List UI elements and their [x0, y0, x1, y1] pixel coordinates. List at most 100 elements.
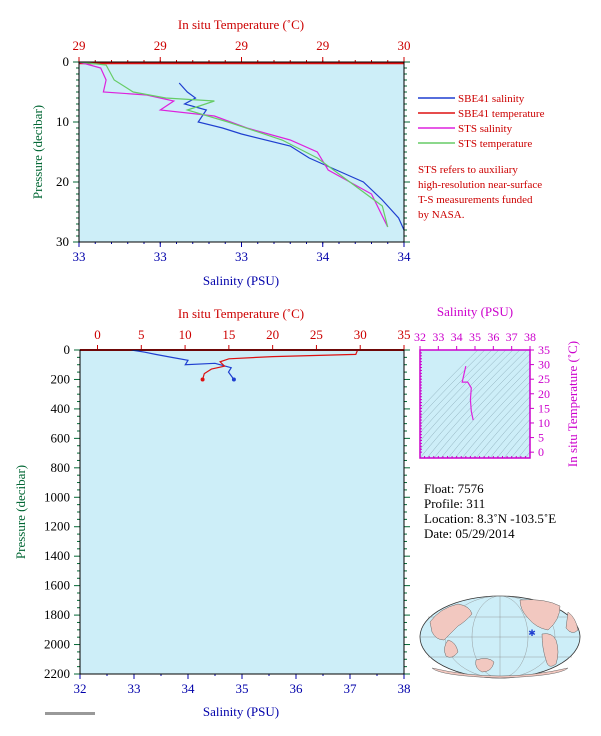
bottom-tick-label: 37	[344, 681, 358, 696]
top-tick-label: 0	[94, 327, 101, 342]
isopycnal-line	[524, 451, 530, 458]
lower-bottom-ticks: 32 33 34 35 36 37 38	[74, 674, 411, 696]
upper-y-axis-label: Pressure (decibar)	[30, 105, 45, 199]
left-tick-label: 1000	[44, 489, 70, 504]
left-tick-label: 0	[63, 54, 70, 69]
top-tick-label: 30	[354, 327, 367, 342]
float-id: Float: 7576	[424, 481, 484, 496]
isopycnal-line	[489, 411, 530, 458]
isopycnal-line	[420, 350, 521, 458]
legend-label: SBE41 salinity	[458, 93, 525, 105]
left-tick-label: 800	[51, 460, 71, 475]
top-tick-label: 29	[235, 38, 248, 53]
legend-label: STS salinity	[458, 123, 513, 135]
top-tick-label: 38	[524, 330, 536, 344]
right-tick-label: 10	[538, 416, 550, 430]
ts-plot-frame	[419, 349, 531, 459]
isopycnal-line	[461, 381, 530, 458]
right-tick-label: 30	[538, 358, 550, 372]
top-tick-label: 37	[506, 330, 518, 344]
right-tick-label: 0	[538, 445, 544, 459]
isopycnal-line	[475, 396, 530, 458]
upper-plot-frame	[78, 61, 405, 243]
map-land	[429, 599, 579, 679]
isopycnal-line	[510, 434, 530, 458]
series-end-marker	[200, 377, 205, 382]
top-tick-label: 34	[451, 330, 463, 344]
lower-chart: In situ Temperature (˚C) 0 5 10 15 20 25 30 35 …	[13, 306, 411, 719]
upper-chart: In situ Temperature (˚C) 29 29 29 29 30 33 33…	[30, 17, 545, 288]
isopycnal-line	[517, 443, 530, 458]
isopycnal-line	[420, 350, 507, 442]
top-tick-label: 25	[310, 327, 323, 342]
upper-top-ticks: 29 29 29 29 30	[73, 38, 411, 62]
float-location: Location: 8.3˚N -103.5˚E	[424, 511, 556, 526]
isopycnal-line	[503, 426, 530, 458]
profile-date: Date: 05/29/2014	[424, 526, 515, 541]
ts-right-axis-label: In situ Temperature (˚C)	[565, 341, 580, 467]
upper-legend: SBE41 salinity SBE41 temperature STS sal…	[418, 93, 545, 150]
top-tick-label: 33	[432, 330, 444, 344]
isopycnal-line	[440, 360, 530, 458]
left-tick-label: 400	[51, 401, 71, 416]
upper-bottom-ticks: 33 33 33 34 34	[73, 242, 412, 264]
isopycnal-line	[496, 419, 530, 458]
legend-item-sts-temperature: STS temperature	[418, 138, 532, 150]
sts-note-line-4: by NASA.	[418, 209, 465, 221]
series-end-marker	[231, 377, 236, 382]
series-line-sts-temperature	[78, 61, 389, 228]
top-tick-label: 36	[487, 330, 499, 344]
isopycnal-line	[420, 350, 479, 410]
series-line-temperature	[202, 349, 359, 380]
top-tick-label: 5	[138, 327, 145, 342]
top-tick-label: 20	[266, 327, 279, 342]
ts-plot-area	[420, 350, 530, 458]
sts-note: STS refers to auxiliary high-resolution …	[418, 164, 542, 221]
bottom-tick-label: 34	[182, 681, 196, 696]
bottom-tick-label: 34	[316, 249, 330, 264]
right-tick-label: 35	[538, 343, 550, 357]
isopycnal-line	[420, 350, 514, 450]
float-info: Float: 7576 Profile: 311 Location: 8.3˚N…	[424, 481, 556, 541]
upper-top-axis-label: In situ Temperature (˚C)	[178, 17, 304, 32]
left-tick-label: 30	[56, 234, 69, 249]
left-tick-label: 10	[56, 114, 69, 129]
left-tick-label: 2200	[44, 666, 70, 681]
legend-item-sbe41-temperature: SBE41 temperature	[418, 108, 545, 120]
top-tick-label: 35	[469, 330, 481, 344]
top-tick-label: 15	[222, 327, 235, 342]
ts-chart: Salinity (PSU) 32 33 34 35 36 37 38 0510152025…	[414, 304, 580, 467]
lower-y-axis-label: Pressure (decibar)	[13, 465, 28, 559]
world-map: ✱	[419, 595, 581, 679]
ts-isopycnals	[420, 350, 530, 458]
bottom-tick-label: 35	[236, 681, 249, 696]
bottom-tick-label: 38	[398, 681, 411, 696]
bottom-tick-label: 33	[73, 249, 86, 264]
isopycnal-line	[468, 388, 530, 458]
top-tick-label: 35	[398, 327, 411, 342]
footer-mark	[45, 712, 95, 715]
top-tick-label: 10	[179, 327, 192, 342]
profile-number: Profile: 311	[424, 496, 485, 511]
bottom-tick-label: 33	[128, 681, 141, 696]
ts-series-line	[461, 365, 474, 421]
sts-note-line-1: STS refers to auxiliary	[418, 164, 518, 176]
upper-series	[78, 61, 405, 231]
right-tick-label: 15	[538, 401, 550, 415]
upper-x-axis-label: Salinity (PSU)	[203, 273, 279, 288]
lower-top-ticks: 0 5 10 15 20 25 30 35	[94, 327, 411, 350]
left-tick-label: 1400	[44, 548, 70, 563]
isopycnal-line	[454, 374, 530, 458]
top-tick-label: 32	[414, 330, 426, 344]
left-tick-label: 1600	[44, 578, 70, 593]
right-tick-label: 25	[538, 372, 550, 386]
top-tick-label: 29	[154, 38, 167, 53]
sts-note-line-3: T-S measurements funded	[418, 194, 533, 206]
left-tick-label: 600	[51, 430, 71, 445]
bottom-tick-label: 34	[398, 249, 412, 264]
lower-plot-area	[80, 350, 404, 674]
left-tick-label: 0	[64, 342, 71, 357]
top-tick-label: 30	[398, 38, 411, 53]
